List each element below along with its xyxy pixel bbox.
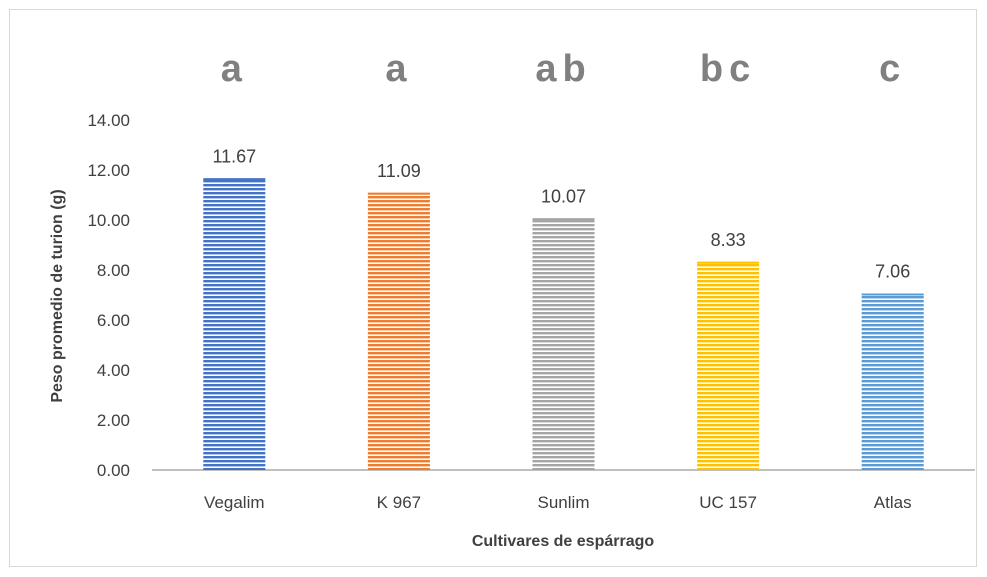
bar	[697, 261, 760, 470]
x-tick-label: K 967	[377, 493, 421, 512]
y-tick-label: 4.00	[97, 361, 130, 380]
y-tick-label: 10.00	[87, 211, 130, 230]
data-label: 8.33	[711, 230, 746, 250]
bar-top-edge	[203, 178, 266, 181]
data-label: 7.06	[875, 262, 910, 282]
bar-top-edge	[532, 218, 595, 221]
significance-letter: a	[385, 48, 412, 90]
data-labels: 11.67 11.09 10.07 8.33 7.06	[212, 146, 910, 281]
y-tick-label: 12.00	[87, 161, 130, 180]
x-tick-label: Sunlim	[538, 493, 590, 512]
x-tick-label: UC 157	[699, 493, 757, 512]
y-axis-title: Peso promedio de turion (g)	[49, 189, 66, 402]
bars	[203, 178, 924, 470]
y-tick-label: 8.00	[97, 261, 130, 280]
x-axis-ticks: Vegalim K 967 Sunlim UC 157 Atlas	[204, 493, 912, 512]
significance-letter: c	[879, 48, 906, 90]
significance-letter: bc	[700, 48, 756, 90]
x-tick-label: Vegalim	[204, 493, 264, 512]
chart-frame	[9, 9, 977, 567]
bar-top-edge	[367, 192, 430, 195]
significance-letter: a	[221, 48, 248, 90]
bar	[861, 293, 924, 470]
x-tick-label: Atlas	[874, 493, 912, 512]
y-tick-label: 14.00	[87, 111, 130, 130]
significance-letter: ab	[535, 48, 591, 90]
y-axis-ticks: 0.00 2.00 4.00 6.00 8.00 10.00 12.00 14.00	[87, 111, 130, 480]
y-tick-label: 6.00	[97, 311, 130, 330]
bar	[203, 178, 266, 470]
data-label: 11.09	[377, 161, 421, 181]
y-tick-label: 2.00	[97, 411, 130, 430]
y-tick-label: 0.00	[97, 461, 130, 480]
bar-top-edge	[697, 261, 760, 264]
bar	[367, 192, 430, 470]
bar-top-edge	[861, 293, 924, 296]
significance-letters: a a ab bc c	[221, 48, 906, 90]
data-label: 10.07	[541, 186, 586, 206]
x-axis-title: Cultivares de espárrago	[472, 533, 655, 550]
data-label: 11.67	[212, 146, 256, 166]
bar	[532, 218, 595, 470]
